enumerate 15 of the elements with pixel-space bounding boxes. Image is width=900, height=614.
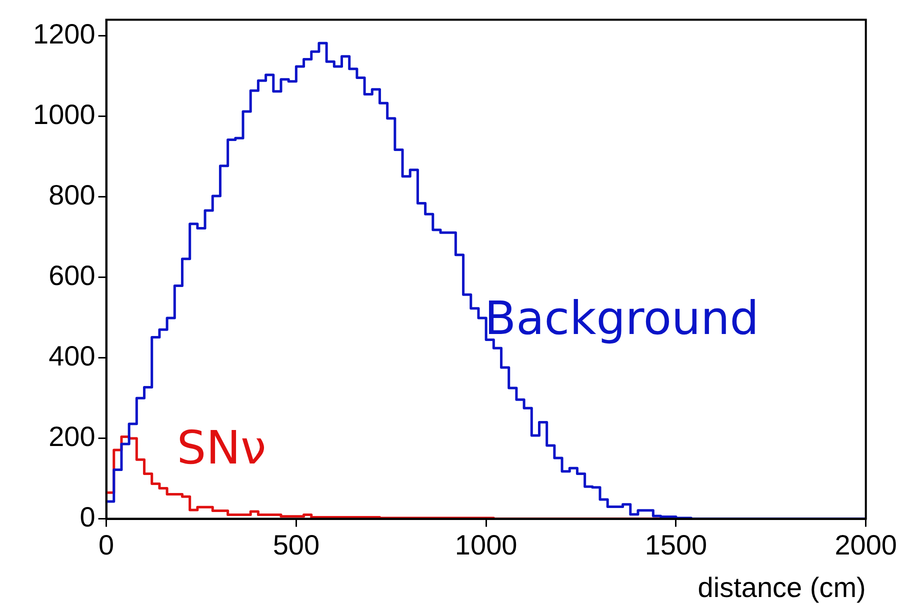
- x-tick-label: 1000: [454, 529, 518, 560]
- y-tick-label: 600: [48, 260, 96, 292]
- x-axis-title: distance (cm): [698, 572, 866, 603]
- x-tick-label: 2000: [834, 529, 898, 560]
- y-tick-label: 200: [48, 421, 96, 452]
- y-tick-label: 0: [80, 502, 96, 533]
- series-label: Background: [484, 291, 759, 346]
- x-tick-label: 0: [98, 529, 114, 560]
- x-tick-label: 1500: [644, 529, 708, 560]
- y-tick-label: 1000: [32, 99, 96, 130]
- y-tick-label: 1200: [32, 18, 96, 50]
- y-tick-label: 800: [48, 180, 96, 211]
- y-tick-label: 400: [48, 340, 96, 372]
- series-label: SNν: [176, 420, 266, 474]
- x-tick-label: 500: [272, 529, 320, 560]
